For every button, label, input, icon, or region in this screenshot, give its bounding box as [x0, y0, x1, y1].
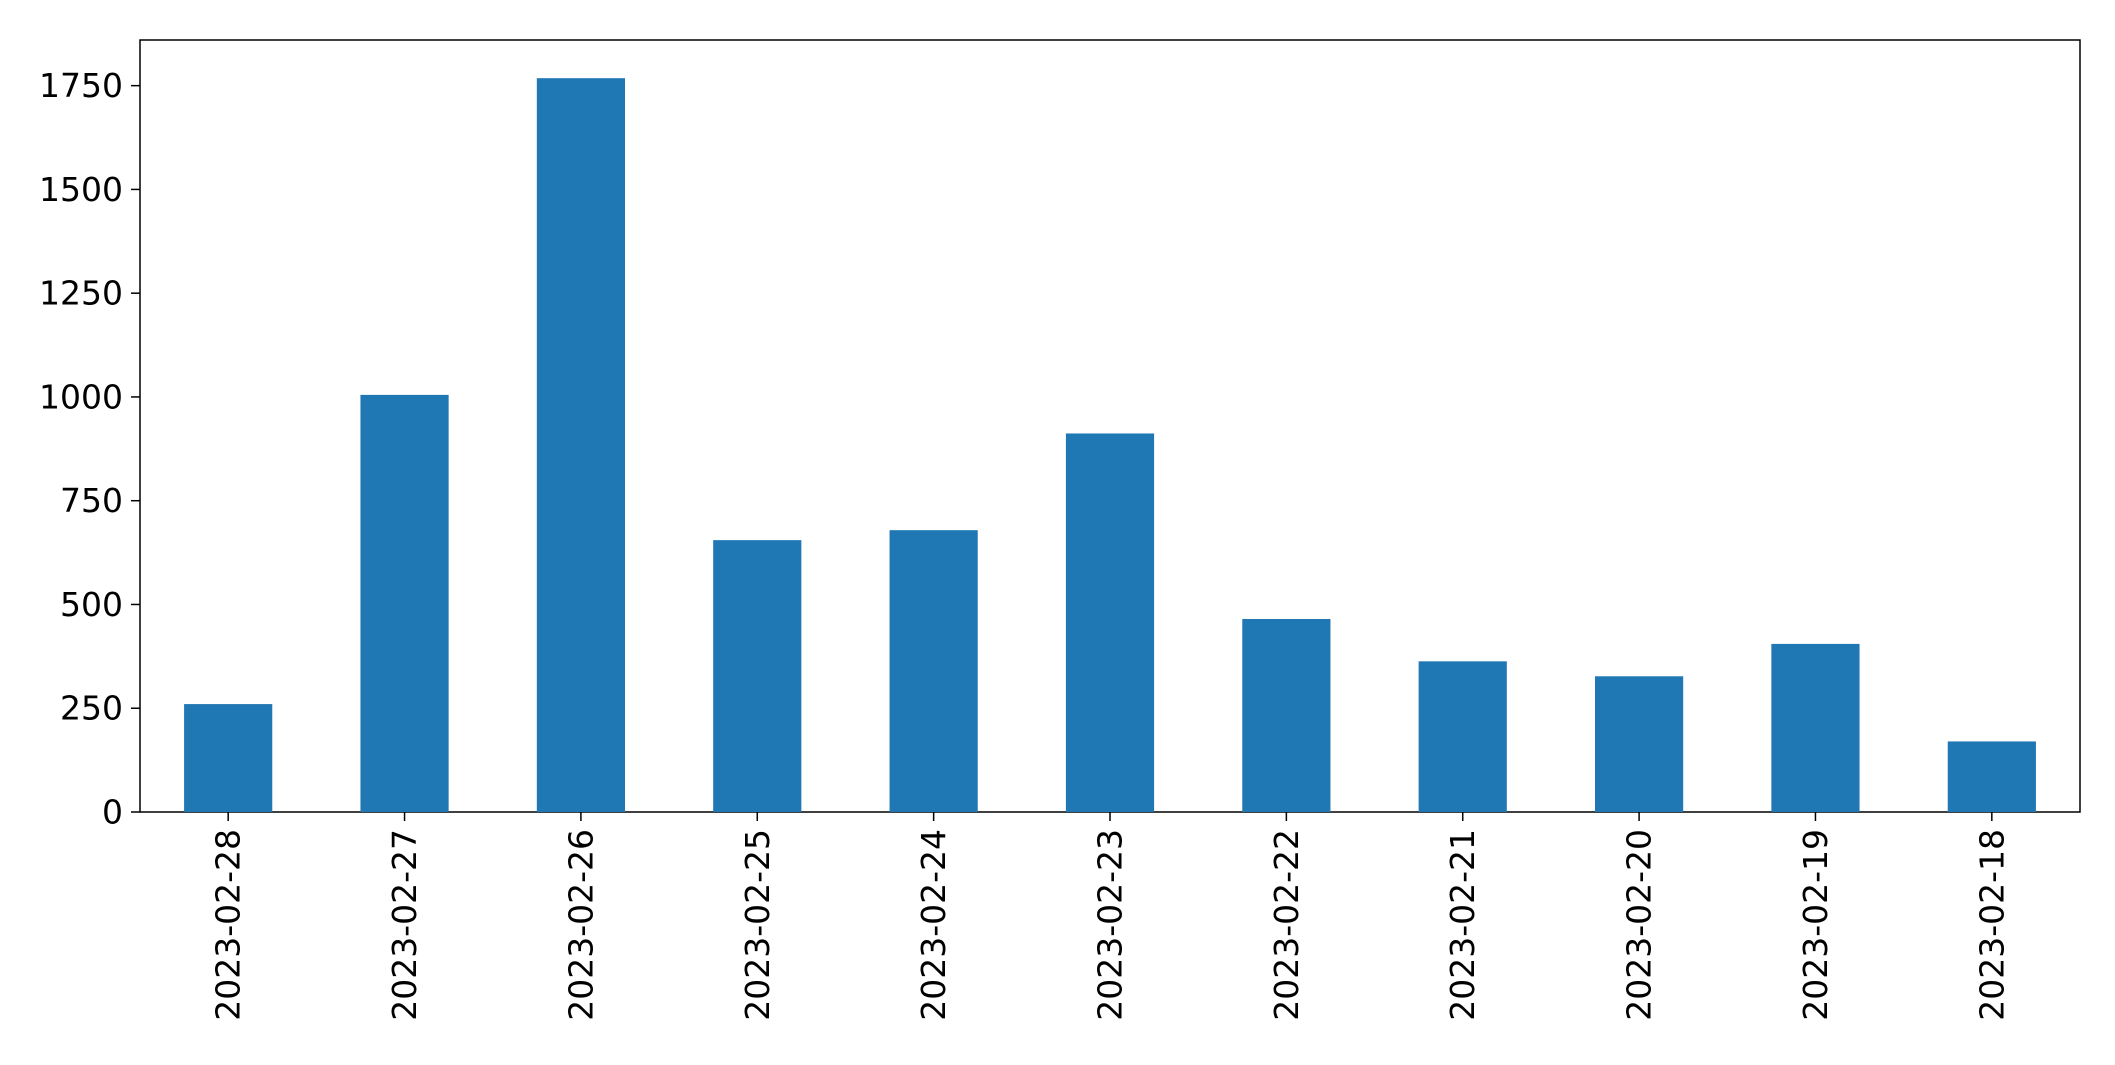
bar	[1947, 741, 2036, 812]
bar	[1242, 619, 1331, 812]
y-axis: 0 250 500 750 1000 1250 1500 1750	[39, 66, 140, 832]
y-tick-label: 250	[60, 689, 123, 728]
y-tick-label: 500	[60, 585, 123, 624]
y-tick-label: 750	[60, 481, 123, 520]
bar	[184, 704, 273, 812]
x-tick-label: 2023-02-21	[1443, 829, 1482, 1021]
bar	[1065, 433, 1155, 812]
y-tick-label: 1000	[39, 377, 123, 416]
y-tick-label: 1250	[39, 274, 123, 313]
bar	[889, 530, 978, 812]
bar	[360, 394, 449, 812]
y-tick-label: 1750	[39, 66, 123, 105]
bar-series	[184, 78, 2036, 813]
x-tick-label: 2023-02-20	[1620, 829, 1659, 1021]
x-tick-label: 2023-02-26	[561, 829, 600, 1021]
y-tick-label: 1500	[39, 170, 123, 209]
bar	[1418, 661, 1507, 812]
bar	[1771, 643, 1860, 812]
bar	[536, 78, 625, 813]
x-axis: 2023-02-28 2023-02-27 2023-02-26 2023-02-25…	[209, 812, 2011, 1021]
x-tick-label: 2023-02-28	[209, 829, 248, 1021]
x-tick-label: 2023-02-27	[385, 829, 424, 1021]
x-tick-label: 2023-02-19	[1796, 829, 1835, 1021]
bar	[1595, 676, 1684, 812]
x-tick-label: 2023-02-22	[1267, 829, 1306, 1021]
x-tick-label: 2023-02-18	[1972, 829, 2011, 1021]
bar	[713, 540, 802, 812]
x-tick-label: 2023-02-24	[914, 829, 953, 1021]
x-tick-label: 2023-02-25	[738, 829, 777, 1021]
y-tick-label: 0	[102, 793, 123, 832]
x-tick-label: 2023-02-23	[1091, 829, 1130, 1021]
